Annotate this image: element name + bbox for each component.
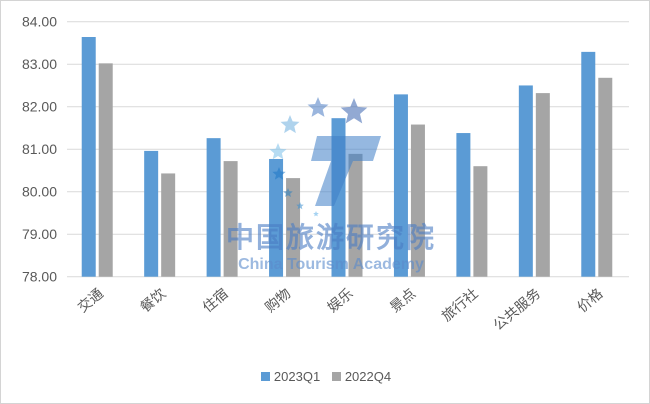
bar-2022q4 (161, 173, 176, 277)
bar-2023q1 (81, 37, 96, 277)
legend-swatch (331, 372, 341, 381)
y-tick-label: 81.00 (22, 141, 57, 157)
bar-2022q4 (535, 93, 550, 277)
legend-item-2023q1: 2023Q1 (260, 369, 321, 384)
star-icon (307, 97, 329, 117)
watermark-cn: 中国旅游研究院 (226, 221, 436, 253)
legend-swatch (260, 372, 270, 381)
x-tick-label: 景点 (387, 286, 419, 316)
bar-2023q1 (269, 158, 284, 277)
bar-2023q1 (144, 150, 159, 277)
y-tick-label: 79.00 (22, 226, 57, 242)
x-tick-label: 餐饮 (138, 286, 170, 316)
bar-2022q4 (223, 161, 238, 277)
x-tick-label: 交通 (74, 285, 106, 316)
bar-2022q4 (348, 153, 363, 277)
star-icon (272, 167, 286, 180)
x-tick-label: 公共服务 (491, 286, 544, 334)
star-icon (296, 202, 304, 210)
y-tick-label: 78.00 (22, 269, 57, 285)
legend-item-2022q4: 2022Q4 (331, 369, 392, 384)
watermark-logo (269, 97, 381, 217)
legend-label: 2022Q4 (344, 369, 392, 384)
bar-2022q4 (98, 63, 113, 277)
x-tick-label: 旅行社 (439, 286, 481, 325)
x-tick-label: 价格 (575, 286, 607, 316)
x-tick-label: 住宿 (199, 285, 231, 316)
star-icon (269, 143, 287, 160)
watermark-en: China Tourism Academy (238, 256, 424, 273)
x-tick-label: 购物 (262, 286, 294, 316)
star-icon (313, 211, 319, 217)
y-tick-label: 82.00 (22, 99, 57, 115)
bar-2022q4 (286, 178, 301, 277)
legend: 2023Q1 2022Q4 (1, 369, 649, 384)
t-logo-icon (311, 136, 381, 206)
legend-label: 2023Q1 (273, 369, 321, 384)
bar-2023q1 (206, 138, 221, 277)
star-icon (340, 98, 368, 124)
bar-2023q1 (581, 51, 596, 277)
bar-2023q1 (393, 94, 408, 277)
y-tick-label: 80.00 (22, 184, 57, 200)
bar-2022q4 (598, 77, 613, 277)
x-tick-label: 娱乐 (325, 286, 357, 316)
bar-2023q1 (456, 133, 471, 277)
y-tick-label: 83.00 (22, 56, 57, 72)
bar-2022q4 (410, 124, 425, 277)
bar-2022q4 (473, 166, 488, 277)
star-icon (283, 188, 293, 198)
bar-2023q1 (518, 85, 533, 277)
star-icon (280, 115, 300, 134)
y-tick-label: 84.00 (22, 14, 57, 30)
